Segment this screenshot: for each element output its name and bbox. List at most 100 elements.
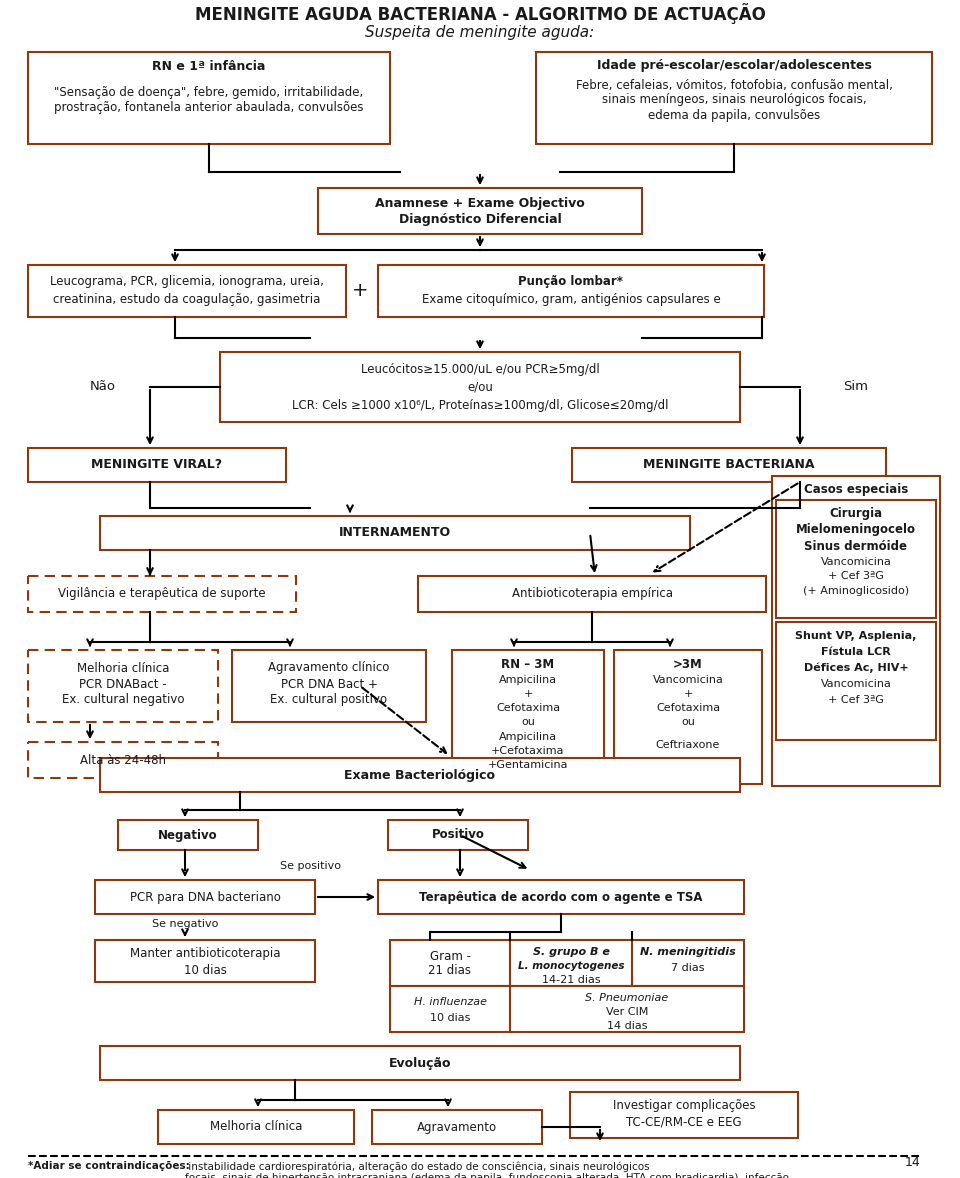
- Text: Mielomeningocelo: Mielomeningocelo: [796, 523, 916, 536]
- Text: S. grupo B e: S. grupo B e: [533, 947, 610, 957]
- FancyBboxPatch shape: [220, 352, 740, 422]
- Text: Vigilância e terapêutica de suporte: Vigilância e terapêutica de suporte: [59, 588, 266, 601]
- Text: Ver CIM: Ver CIM: [606, 1007, 648, 1017]
- FancyBboxPatch shape: [572, 448, 886, 482]
- Text: S. Pneumoniae: S. Pneumoniae: [586, 993, 668, 1002]
- Text: Leucócitos≥15.000/uL e/ou PCR≥5mg/dl: Leucócitos≥15.000/uL e/ou PCR≥5mg/dl: [361, 363, 599, 376]
- Text: Ampicilina: Ampicilina: [499, 675, 557, 684]
- Text: Sinus dermóide: Sinus dermóide: [804, 540, 907, 552]
- Text: Alta às 24-48h: Alta às 24-48h: [80, 754, 166, 767]
- Text: ou: ou: [521, 717, 535, 727]
- Text: instabilidade cardiorespiratória, alteração do estado de consciência, sinais neu: instabilidade cardiorespiratória, altera…: [185, 1162, 789, 1178]
- Text: + Cef 3ªG: + Cef 3ªG: [828, 571, 884, 581]
- Text: Positivo: Positivo: [432, 828, 485, 841]
- Text: Vancomicina: Vancomicina: [821, 557, 892, 567]
- Text: +: +: [351, 282, 369, 300]
- Text: Ceftriaxone: Ceftriaxone: [656, 740, 720, 750]
- Text: H. influenzae: H. influenzae: [414, 997, 487, 1007]
- Text: MENINGITE AGUDA BACTERIANA - ALGORITMO DE ACTUAÇÃO: MENINGITE AGUDA BACTERIANA - ALGORITMO D…: [195, 4, 765, 25]
- Text: +Cefotaxima: +Cefotaxima: [492, 746, 564, 756]
- Text: PCR para DNA bacteriano: PCR para DNA bacteriano: [130, 891, 280, 904]
- FancyBboxPatch shape: [158, 1110, 354, 1144]
- Text: +: +: [684, 689, 693, 699]
- FancyBboxPatch shape: [232, 650, 426, 722]
- FancyBboxPatch shape: [510, 986, 744, 1032]
- Text: PCR DNABact -: PCR DNABact -: [79, 677, 167, 690]
- Text: (+ Aminoglicosido): (+ Aminoglicosido): [803, 585, 909, 596]
- Text: Exame Bacteriológico: Exame Bacteriológico: [345, 768, 495, 781]
- Text: Melhoria clínica: Melhoria clínica: [77, 662, 169, 675]
- Text: Casos especiais: Casos especiais: [804, 483, 908, 496]
- FancyBboxPatch shape: [28, 650, 218, 722]
- Text: Se positivo: Se positivo: [279, 861, 341, 871]
- Text: Não: Não: [90, 380, 116, 393]
- FancyBboxPatch shape: [95, 940, 315, 982]
- Text: >3M: >3M: [673, 657, 703, 670]
- FancyBboxPatch shape: [390, 940, 510, 986]
- Text: 10 dias: 10 dias: [183, 964, 227, 977]
- Text: MENINGITE BACTERIANA: MENINGITE BACTERIANA: [643, 458, 815, 471]
- FancyBboxPatch shape: [28, 448, 286, 482]
- FancyBboxPatch shape: [614, 650, 762, 785]
- Text: L. monocytogenes: L. monocytogenes: [517, 961, 624, 971]
- Text: Melhoria clínica: Melhoria clínica: [210, 1120, 302, 1133]
- Text: Vancomicina: Vancomicina: [653, 675, 724, 684]
- Text: Anamnese + Exame Objectivo: Anamnese + Exame Objectivo: [375, 197, 585, 210]
- FancyBboxPatch shape: [318, 188, 642, 234]
- Text: 10 dias: 10 dias: [430, 1013, 470, 1023]
- Text: TC-CE/RM-CE e EEG: TC-CE/RM-CE e EEG: [626, 1116, 742, 1129]
- FancyBboxPatch shape: [372, 1110, 542, 1144]
- Text: Se negativo: Se negativo: [152, 919, 218, 929]
- FancyBboxPatch shape: [772, 476, 940, 786]
- Text: 21 dias: 21 dias: [428, 965, 471, 978]
- Text: Ex. cultural positivo: Ex. cultural positivo: [271, 694, 388, 707]
- FancyBboxPatch shape: [510, 940, 632, 986]
- Text: Cirurgia: Cirurgia: [829, 508, 882, 521]
- Text: "Sensação de doença", febre, gemido, irritabilidade,
prostração, fontanela anter: "Sensação de doença", febre, gemido, irr…: [55, 86, 364, 114]
- FancyBboxPatch shape: [632, 940, 744, 986]
- Text: Agravamento: Agravamento: [417, 1120, 497, 1133]
- Text: + Cef 3ªG: + Cef 3ªG: [828, 695, 884, 704]
- Text: +Gentamicina: +Gentamicina: [488, 760, 568, 770]
- FancyBboxPatch shape: [378, 880, 744, 914]
- FancyBboxPatch shape: [452, 650, 604, 785]
- FancyBboxPatch shape: [570, 1092, 798, 1138]
- Text: *Adiar se contraindicações:: *Adiar se contraindicações:: [28, 1162, 190, 1171]
- FancyBboxPatch shape: [536, 52, 932, 144]
- FancyBboxPatch shape: [100, 1046, 740, 1080]
- Text: Negativo: Negativo: [158, 828, 218, 841]
- Text: Cefotaxima: Cefotaxima: [656, 703, 720, 713]
- Text: Punção lombar*: Punção lombar*: [518, 276, 623, 289]
- Text: Ampicilina: Ampicilina: [499, 732, 557, 742]
- Text: Exame citoquímico, gram, antigénios capsulares e: Exame citoquímico, gram, antigénios caps…: [421, 293, 720, 306]
- FancyBboxPatch shape: [118, 820, 258, 851]
- Text: Terapêutica de acordo com o agente e TSA: Terapêutica de acordo com o agente e TSA: [420, 891, 703, 904]
- FancyBboxPatch shape: [390, 986, 510, 1032]
- Text: 7 dias: 7 dias: [671, 962, 705, 973]
- Text: Investigar complicações: Investigar complicações: [612, 1099, 756, 1112]
- FancyBboxPatch shape: [100, 757, 740, 792]
- Text: creatinina, estudo da coagulação, gasimetria: creatinina, estudo da coagulação, gasime…: [54, 293, 321, 306]
- Text: +: +: [523, 689, 533, 699]
- Text: Shunt VP, Asplenia,: Shunt VP, Asplenia,: [795, 631, 917, 641]
- Text: Agravamento clínico: Agravamento clínico: [268, 662, 390, 675]
- Text: 14-21 dias: 14-21 dias: [541, 975, 600, 985]
- FancyBboxPatch shape: [28, 52, 390, 144]
- FancyBboxPatch shape: [100, 516, 690, 550]
- FancyBboxPatch shape: [28, 742, 218, 777]
- Text: Diagnóstico Diferencial: Diagnóstico Diferencial: [398, 213, 562, 226]
- Text: RN e 1ª infância: RN e 1ª infância: [153, 60, 266, 73]
- Text: MENINGITE VIRAL?: MENINGITE VIRAL?: [91, 458, 223, 471]
- Text: Fístula LCR: Fístula LCR: [821, 647, 891, 657]
- FancyBboxPatch shape: [378, 265, 764, 317]
- Text: e/ou: e/ou: [468, 380, 492, 393]
- Text: ou: ou: [681, 717, 695, 727]
- FancyBboxPatch shape: [28, 576, 296, 613]
- Text: Ex. cultural negativo: Ex. cultural negativo: [61, 694, 184, 707]
- FancyBboxPatch shape: [776, 622, 936, 740]
- FancyBboxPatch shape: [776, 499, 936, 618]
- Text: N. meningitidis: N. meningitidis: [640, 947, 736, 957]
- Text: Manter antibioticoterapia: Manter antibioticoterapia: [130, 947, 280, 960]
- Text: Antibioticoterapia empírica: Antibioticoterapia empírica: [512, 588, 673, 601]
- Text: Vancomicina: Vancomicina: [821, 679, 892, 689]
